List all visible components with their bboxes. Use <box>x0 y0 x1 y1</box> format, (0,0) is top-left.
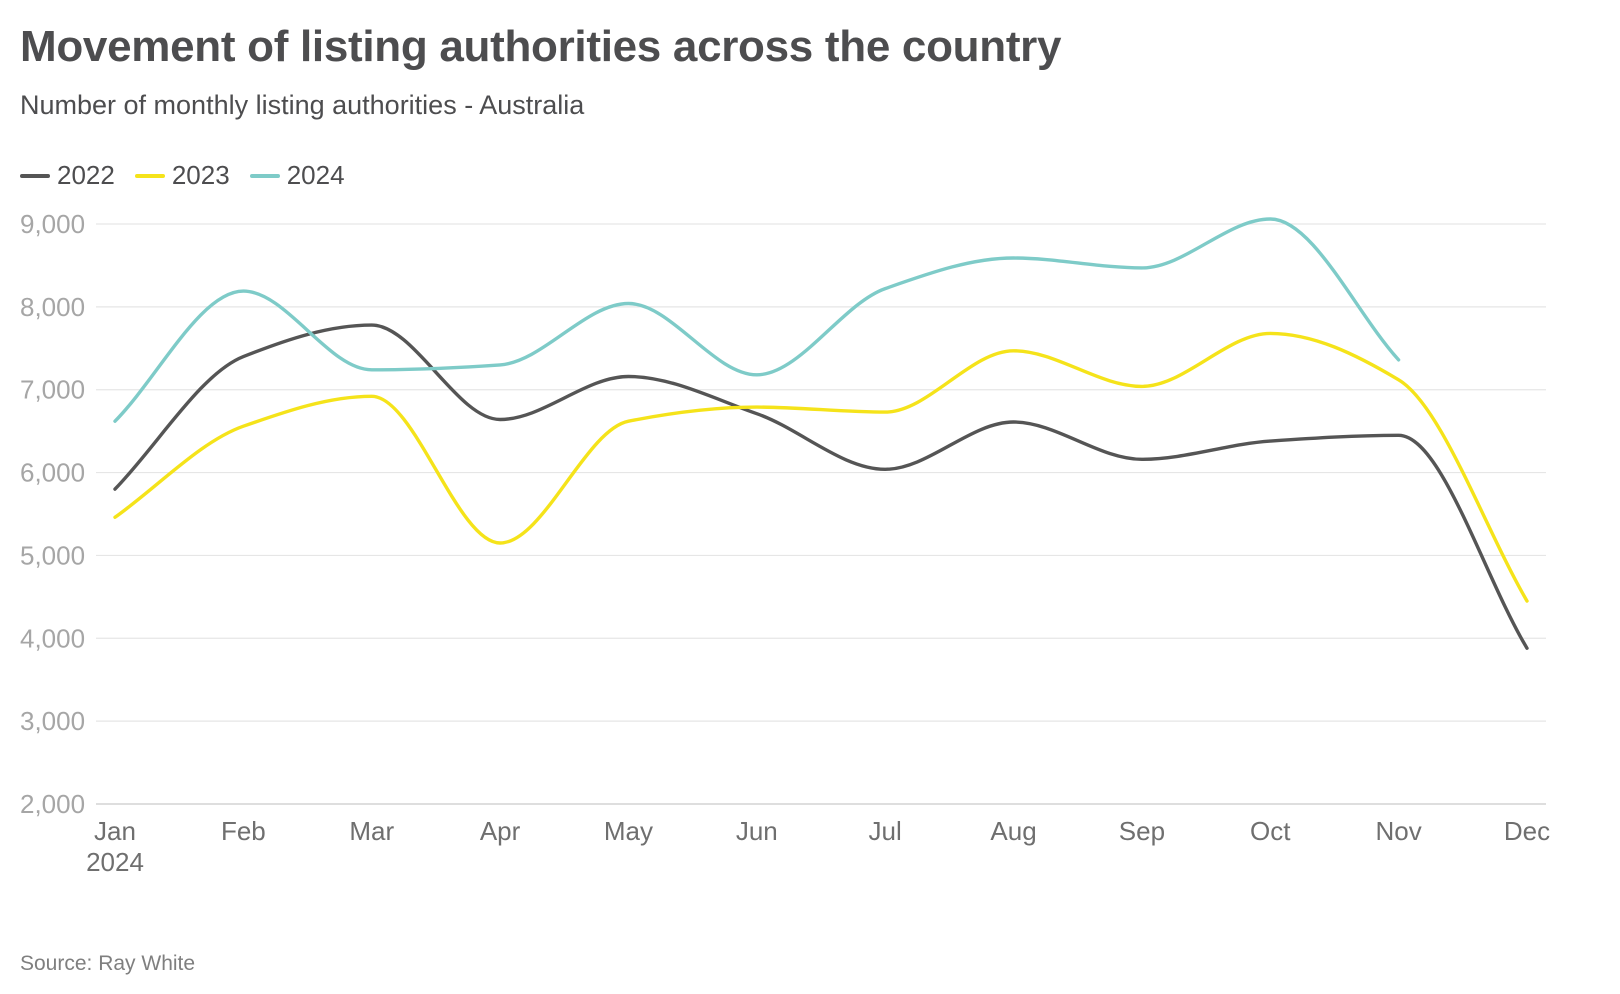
chart-legend: 2022 2023 2024 <box>20 160 365 191</box>
series-line-2024 <box>113 217 1401 423</box>
series-line-2022 <box>113 323 1529 650</box>
x-tick-label-dec: Dec <box>1504 816 1550 846</box>
y-axis-ticks: 2,000 3,000 4,000 5,000 6,000 7,000 8,000 9,000 <box>20 209 85 819</box>
y-tick-label: 6,000 <box>20 458 85 488</box>
y-tick-label: 3,000 <box>20 706 85 736</box>
chart-subtitle: Number of monthly listing authorities - … <box>20 90 585 120</box>
y-tick-label: 4,000 <box>20 623 85 653</box>
x-axis-ticks: Jan Feb Mar Apr May Jun Jul Aug Sep Oct Nov Dec 2024 <box>86 816 1550 877</box>
series-lines <box>113 217 1529 650</box>
legend-label-2023: 2023 <box>171 160 230 190</box>
y-tick-label: 5,000 <box>20 540 85 570</box>
source-note: Source: Ray White <box>20 952 196 975</box>
series-line-2023 <box>113 331 1529 603</box>
x-tick-label-may: May <box>604 816 653 846</box>
y-tick-label: 9,000 <box>20 209 85 239</box>
x-tick-sublabel: 2024 <box>86 847 144 877</box>
legend-item-2023: 2023 <box>134 160 230 191</box>
x-tick-label-nov: Nov <box>1376 816 1422 846</box>
x-tick-label-jan: Jan <box>94 816 136 846</box>
y-tick-label: 2,000 <box>20 789 85 819</box>
y-tick-label: 8,000 <box>20 292 85 322</box>
x-tick-label-mar: Mar <box>349 816 394 846</box>
y-tick-label: 7,000 <box>20 375 85 405</box>
legend-label-2022: 2022 <box>57 160 115 190</box>
x-tick-label-jul: Jul <box>869 816 902 846</box>
x-tick-label-feb: Feb <box>221 816 266 846</box>
x-tick-label-sep: Sep <box>1119 816 1165 846</box>
legend-item-2024: 2024 <box>249 160 345 191</box>
x-tick-label-apr: Apr <box>480 816 521 846</box>
chart-title: Movement of listing authorities across t… <box>20 22 1062 71</box>
x-tick-label-aug: Aug <box>990 816 1036 846</box>
legend-swatch-2024 <box>249 173 280 178</box>
legend-label-2024: 2024 <box>286 160 345 190</box>
legend-swatch-2023 <box>134 173 165 178</box>
x-tick-label-oct: Oct <box>1250 816 1291 846</box>
x-tick-label-jun: Jun <box>736 816 778 846</box>
legend-swatch-2022 <box>20 173 50 178</box>
legend-item-2022: 2022 <box>20 160 115 191</box>
grid-lines <box>96 223 1546 805</box>
